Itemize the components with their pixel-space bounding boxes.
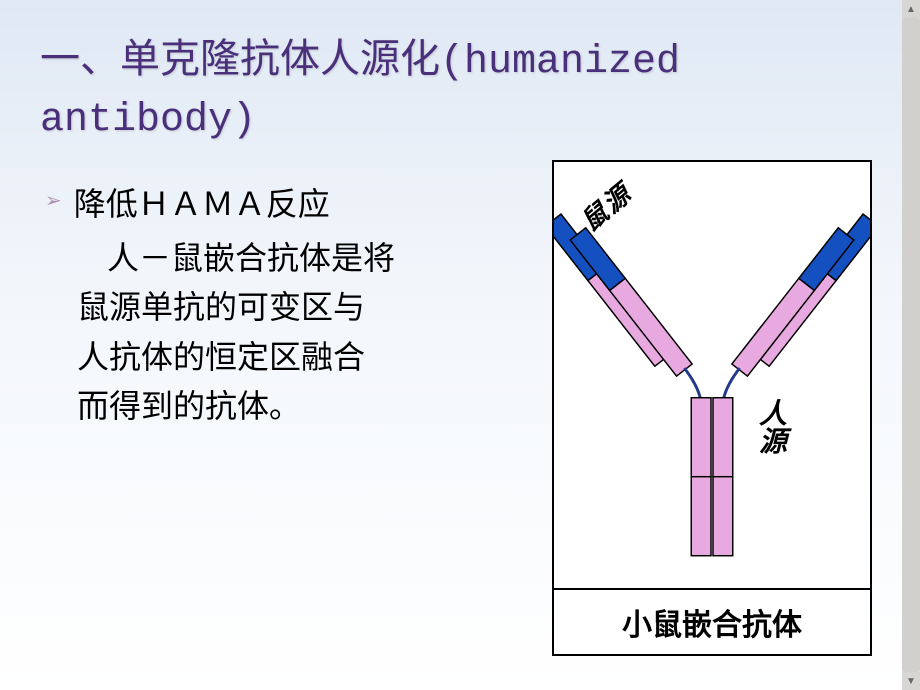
body-content: ➢ 降低ＨＡＭＡ反应 人－鼠嵌合抗体是将 鼠源单抗的可变区与 人抗体的恒定区融合… <box>45 180 495 432</box>
para-line-4: 而得到的抗体。 <box>77 382 495 432</box>
scrollbar-vertical[interactable]: ▲ ▼ <box>902 0 920 690</box>
slide-title: 一、单克隆抗体人源化(humanized antibody) <box>40 32 880 148</box>
bullet-item: ➢ 降低ＨＡＭＡ反应 <box>45 180 495 230</box>
human-label-1: 人 <box>759 398 787 429</box>
title-en-2: antibody) <box>40 98 256 143</box>
scroll-thumb[interactable] <box>902 18 920 672</box>
diagram-box: 鼠源 人 源 <box>552 160 872 590</box>
human-source-label: 人 源 <box>759 400 787 456</box>
bullet-text-1: 降低ＨＡＭＡ反应 <box>74 180 330 230</box>
para-line-3: 人抗体的恒定区融合 <box>77 333 495 383</box>
para-line-2: 鼠源单抗的可变区与 <box>77 283 495 333</box>
title-en-1: (humanized <box>440 40 680 85</box>
title-cn: 一、单克隆抗体人源化 <box>40 37 440 81</box>
diagram-caption: 小鼠嵌合抗体 <box>552 590 872 656</box>
bullet-marker-icon: ➢ <box>45 188 62 213</box>
scroll-down-arrow-icon[interactable]: ▼ <box>902 672 920 690</box>
scroll-up-arrow-icon[interactable]: ▲ <box>902 0 920 18</box>
para-line-1: 人－鼠嵌合抗体是将 <box>107 234 495 284</box>
human-label-2: 源 <box>759 426 787 457</box>
antibody-diagram: 鼠源 人 源 小鼠嵌合抗体 <box>552 160 872 656</box>
